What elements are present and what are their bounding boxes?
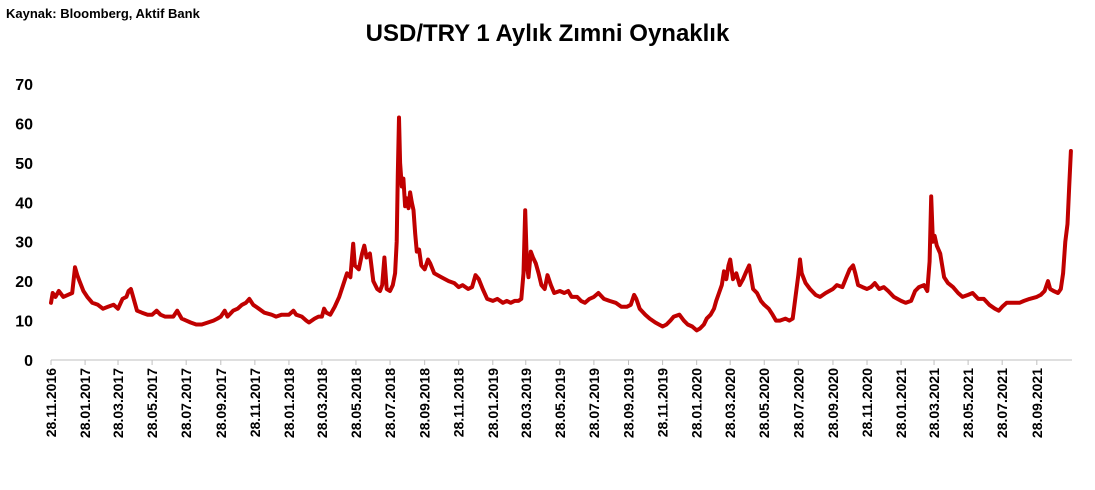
x-tick-label: 28.07.2021 [994, 368, 1010, 438]
x-tick-label: 28.07.2019 [586, 368, 602, 438]
x-tick-label: 28.01.2021 [893, 368, 909, 438]
series-line [49, 115, 1073, 333]
x-tick-label: 28.07.2020 [790, 368, 806, 438]
source-note: Kaynak: Bloomberg, Aktif Bank [6, 6, 200, 21]
x-tick-label: 28.01.2018 [281, 368, 297, 438]
x-tick-label: 28.09.2020 [825, 368, 841, 438]
x-tick-label: 28.07.2018 [382, 368, 398, 438]
x-tick-label: 28.07.2017 [178, 368, 194, 438]
x-tick-label: 28.11.2017 [247, 368, 263, 438]
x-tick-label: 28.05.2017 [144, 368, 160, 438]
y-tick-label: 20 [15, 274, 33, 291]
x-tick-label: 28.09.2017 [213, 368, 229, 438]
x-tick-label: 28.01.2019 [485, 368, 501, 438]
x-tick-label: 28.05.2021 [960, 368, 976, 438]
y-axis-ticks: 0 10 20 30 40 50 60 70 [15, 77, 33, 370]
x-tick-label: 28.03.2017 [110, 368, 126, 438]
x-tick-label: 28.01.2020 [689, 368, 705, 438]
x-tick-label: 28.05.2019 [552, 368, 568, 438]
series-layer [49, 115, 1073, 333]
x-tick-label: 28.05.2020 [756, 368, 772, 438]
x-tick-label: 28.09.2019 [621, 368, 637, 438]
x-tick-label: 28.11.2020 [859, 368, 875, 438]
x-tick-label: 28.09.2021 [1029, 368, 1045, 438]
x-tick-label: 28.11.2018 [451, 368, 467, 438]
x-tick-label: 28.03.2019 [518, 368, 534, 438]
y-tick-label: 0 [24, 353, 33, 370]
y-tick-label: 40 [15, 195, 33, 212]
y-tick-label: 50 [15, 156, 33, 173]
x-tick-label: 28.05.2018 [348, 368, 364, 438]
y-tick-label: 10 [15, 314, 33, 331]
chart-title: USD/TRY 1 Aylık Zımni Oynaklık [365, 20, 730, 47]
y-tick-label: 60 [15, 116, 33, 133]
x-tick-label: 28.01.2017 [77, 368, 93, 438]
x-tick-label: 28.03.2021 [926, 368, 942, 438]
x-tick-label: 28.11.2016 [43, 368, 59, 438]
y-tick-label: 70 [15, 77, 33, 94]
x-tick-label: 28.09.2018 [417, 368, 433, 438]
x-tick-label: 28.03.2018 [314, 368, 330, 438]
y-tick-label: 30 [15, 235, 33, 252]
x-tick-label: 28.03.2020 [722, 368, 738, 438]
x-axis-ticks: 28.11.2016 28.01.2017 28.03.2017 28.05.2017… [43, 360, 1045, 438]
x-tick-label: 28.11.2019 [655, 368, 671, 438]
